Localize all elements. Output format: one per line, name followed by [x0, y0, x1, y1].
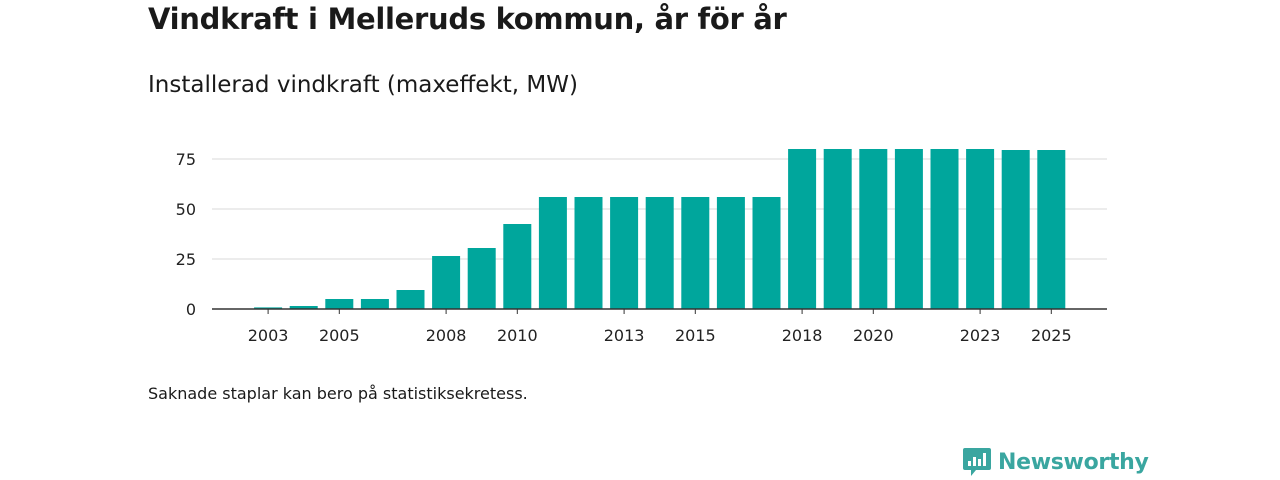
- x-tick-label: 2023: [960, 326, 1001, 345]
- bar-2006: [360, 299, 389, 309]
- bar-2023: [966, 149, 995, 309]
- x-tick-label: 2008: [426, 326, 467, 345]
- bar-2005: [325, 299, 354, 309]
- bar-2017: [752, 197, 781, 309]
- bar-2012: [574, 197, 603, 309]
- brand-name: Newsworthy: [998, 449, 1149, 475]
- bar-2020: [859, 149, 888, 309]
- x-tick-label: 2003: [248, 326, 289, 345]
- bar-2018: [788, 149, 817, 309]
- x-tick-label: 2020: [853, 326, 894, 345]
- bar-2024: [1001, 150, 1030, 309]
- x-tick-label: 2025: [1031, 326, 1072, 345]
- x-tick-label: 2013: [604, 326, 645, 345]
- bar-chart: 0 25 50 75 2003 2005 2008 2010 2013 2015 2018 2020 2…: [176, 149, 1107, 345]
- bar-2007: [396, 290, 425, 309]
- bar-2022: [930, 149, 959, 309]
- x-tick-label: 2015: [675, 326, 716, 345]
- footnote: Saknade staplar kan bero på statistiksek…: [148, 384, 528, 403]
- bar-2011: [538, 197, 567, 309]
- bar-2014: [645, 197, 674, 309]
- bar-2009: [467, 248, 496, 309]
- bar-2004: [289, 306, 318, 309]
- bar-2019: [823, 149, 852, 309]
- bar-2008: [432, 256, 461, 309]
- x-tick-label: 2018: [782, 326, 823, 345]
- y-tick-label: 50: [176, 200, 196, 219]
- x-tick-label: 2005: [319, 326, 360, 345]
- newsworthy-logo[interactable]: Newsworthy: [962, 446, 1149, 478]
- chart-title: Vindkraft i Melleruds kommun, år för år: [148, 2, 787, 36]
- bar-2013: [610, 197, 639, 309]
- y-tick-label: 25: [176, 250, 196, 269]
- newsworthy-logo-icon: [963, 448, 991, 476]
- bar-2015: [681, 197, 710, 309]
- bar-2003: [254, 307, 283, 309]
- bar-2016: [716, 197, 745, 309]
- chart-subtitle: Installerad vindkraft (maxeffekt, MW): [148, 72, 578, 98]
- bar-2025: [1037, 150, 1066, 309]
- y-tick-label: 0: [186, 300, 196, 319]
- y-tick-label: 75: [176, 150, 196, 169]
- bar-2010: [503, 224, 532, 309]
- x-tick-label: 2010: [497, 326, 538, 345]
- bar-2021: [894, 149, 923, 309]
